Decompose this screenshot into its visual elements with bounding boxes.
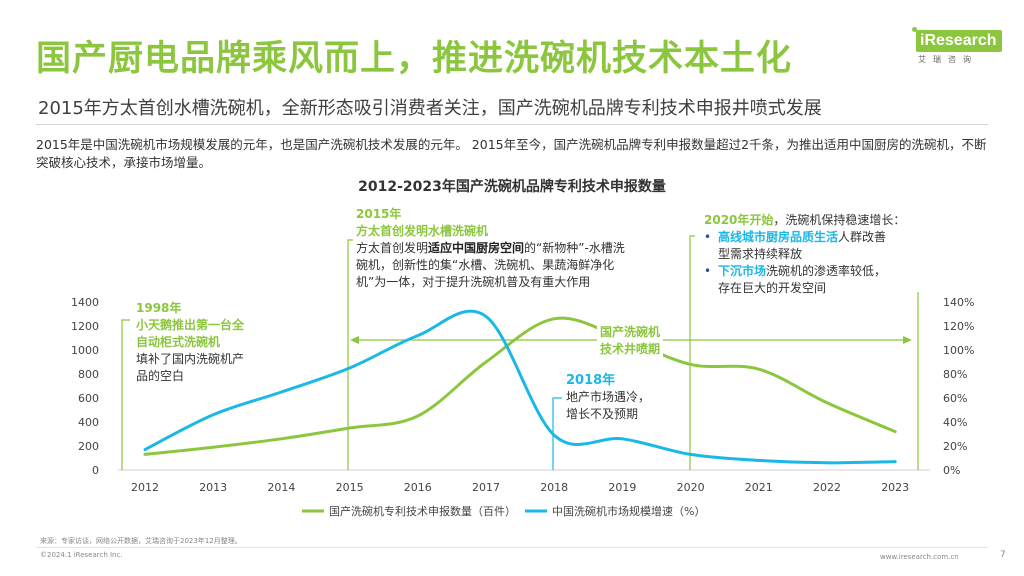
x-tick-label: 2012 — [131, 481, 159, 494]
annotation-2015-marker — [347, 239, 353, 470]
x-tick-label: 2021 — [745, 481, 773, 494]
x-tick-label: 2023 — [881, 481, 909, 494]
annotation-2015-body: 方太首创发明适应中国厨房空间的“新物种”-水槽洗碗机，创新性的集“水槽、洗碗机、… — [356, 240, 636, 291]
iresearch-logo: iResearch 艾瑞咨询 — [878, 20, 1002, 76]
annotation-2020-b1-rest1: 人群改善 — [838, 230, 887, 244]
period-label: 国产洗碗机 技术井喷期 — [597, 324, 664, 358]
period-label-line1: 国产洗碗机 — [600, 325, 661, 339]
annotation-1998-line1: 小天鹅推出第一台全 — [136, 318, 245, 332]
x-tick-label: 2016 — [404, 481, 432, 494]
annotation-2020-marker — [689, 235, 695, 470]
y-right-tick-label: 140% — [943, 296, 974, 309]
logo-main-text: iResearch — [916, 30, 1002, 52]
annotation-2020-bullet-2: • 下沉市场洗碗机的渗透率较低， 存在巨大的开发空间 — [704, 263, 914, 297]
footer-website[interactable]: www.iresearch.com.cn — [880, 553, 959, 561]
x-tick-label: 2018 — [540, 481, 568, 494]
annotation-2020: 2020年开始，洗碗机保持稳速增长： • 高线城市厨房品质生活人群改善 型需求持… — [704, 212, 914, 297]
page-title: 国产厨电品牌乘风而上，推进洗碗机技术本土化 — [36, 39, 793, 79]
y-right-tick-label: 40% — [943, 416, 967, 429]
annotation-1998: 1998年 小天鹅推出第一台全 自动柜式洗碗机 填补了国内洗碗机产 品的空白 — [136, 300, 244, 385]
y-right-tick-label: 60% — [943, 392, 967, 405]
annotation-1998-body2: 品的空白 — [136, 369, 185, 383]
annotation-2018-line1: 地产市场遇冷， — [566, 390, 651, 404]
legend-layer: 国产洗碗机专利技术申报数量（百件） 中国洗碗机市场规模增速（%） — [302, 504, 705, 518]
annotation-2015-body-bold: 适应中国厨房空间 — [428, 241, 525, 255]
y-right-tick-label: 120% — [943, 320, 974, 333]
bullet-icon: • — [704, 264, 712, 278]
axes-layer: 0 200 400 600 800 1000 1200 1400 0% 20% 40% 60% 80% 1… — [71, 296, 974, 494]
y-left-tick-label: 1000 — [71, 344, 99, 357]
series-layer — [143, 309, 897, 465]
x-tick-label: 2014 — [267, 481, 295, 494]
y-left-tick-label: 200 — [78, 440, 99, 453]
y-right-tick-label: 0% — [943, 464, 960, 477]
y-left-tick-label: 800 — [78, 368, 99, 381]
annotation-2020-b2-rest2: 存在巨大的开发空间 — [718, 281, 827, 295]
annotation-2018-year: 2018年 — [566, 373, 616, 388]
series-line-2 — [143, 309, 897, 465]
annotation-1998-bracket — [121, 319, 130, 470]
annotation-2020-bullet-1: • 高线城市厨房品质生活人群改善 型需求持续释放 — [704, 229, 914, 263]
y-right-tick-label: 80% — [943, 368, 967, 381]
page-number: 7 — [1000, 550, 1006, 560]
footer-source: 来源：专家访谈，网络公开数据，艾瑞咨询于2023年12月整理。 — [40, 537, 242, 545]
annotation-2018: 2018年 地产市场遇冷， 增长不及预期 — [566, 372, 650, 423]
legend-label-2: 中国洗碗机市场规模增速（%） — [552, 504, 705, 518]
annotation-2020-b2-bold: 下沉市场 — [718, 264, 767, 278]
annotation-2020-b1-bold: 高线城市厨房品质生活 — [718, 230, 839, 244]
annotation-2020-b1-rest2: 型需求持续释放 — [718, 247, 803, 261]
page-description: 2015年是中国洗碗机市场规模发展的元年，也是国产洗碗机技术发展的元年。 201… — [36, 137, 987, 170]
bullet-icon: • — [704, 230, 712, 244]
annotation-2018-line2: 增长不及预期 — [566, 407, 639, 421]
x-tick-label: 2019 — [608, 481, 636, 494]
x-tick-label: 2013 — [199, 481, 227, 494]
annotation-2015-body-post: 的“新物种”-水槽洗碗机，创新性的集“水槽、洗碗机、果蔬海鲜净化机”为一体，对于… — [356, 241, 625, 289]
annotation-2015: 2015年 方太首创发明水槽洗碗机 方太首创发明适应中国厨房空间的“新物种”-水… — [356, 206, 636, 291]
annotation-2020-head-bold: 2020年开始 — [704, 213, 774, 227]
y-left-tick-label: 600 — [78, 392, 99, 405]
annotation-1998-line2: 自动柜式洗碗机 — [136, 335, 221, 349]
footer-divider — [36, 547, 988, 548]
footer-copyright: ©2024.1 iResearch Inc. — [40, 551, 123, 559]
period-label-line2: 技术井喷期 — [600, 342, 661, 356]
x-tick-label: 2022 — [813, 481, 841, 494]
y-left-tick-label: 1200 — [71, 320, 99, 333]
series-line-1 — [143, 316, 897, 456]
page-subtitle: 2015年方太首创水槽洗碗机，全新形态吸引消费者关注，国产洗碗机品牌专利技术申报… — [38, 98, 822, 119]
period-arrow-right-head — [903, 336, 912, 344]
legend-label-1: 国产洗碗机专利技术申报数量（百件） — [329, 504, 516, 518]
annotation-2015-headline: 方太首创发明水槽洗碗机 — [356, 224, 489, 238]
annotation-2018-marker — [552, 397, 562, 470]
y-right-tick-label: 100% — [943, 344, 974, 357]
period-arrow-left-head — [350, 336, 359, 344]
logo-sub-text: 艾瑞咨询 — [918, 55, 978, 64]
annotation-2020-b2-rest1: 洗碗机的渗透率较低， — [766, 264, 887, 278]
annotation-1998-year: 1998年 — [136, 301, 182, 315]
annotation-2015-body-pre: 方太首创发明 — [356, 241, 429, 255]
annotation-markers-layer — [121, 235, 919, 470]
chart-title: 2012-2023年国产洗碗机品牌专利技术申报数量 — [358, 179, 666, 195]
header-divider — [36, 124, 988, 125]
x-tick-label: 2020 — [677, 481, 705, 494]
annotation-2020-head-rest: ，洗碗机保持稳速增长： — [773, 213, 906, 227]
annotation-1998-body1: 填补了国内洗碗机产 — [136, 352, 245, 366]
annotation-2015-year: 2015年 — [356, 207, 402, 221]
logo-dot-icon — [912, 27, 917, 32]
y-left-tick-label: 1400 — [71, 296, 99, 309]
y-right-tick-label: 20% — [943, 440, 967, 453]
x-tick-label: 2017 — [472, 481, 500, 494]
annotation-2020-head: 2020年开始，洗碗机保持稳速增长： — [704, 212, 914, 229]
y-left-tick-label: 0 — [92, 464, 99, 477]
x-tick-label: 2015 — [336, 481, 364, 494]
y-left-tick-label: 400 — [78, 416, 99, 429]
